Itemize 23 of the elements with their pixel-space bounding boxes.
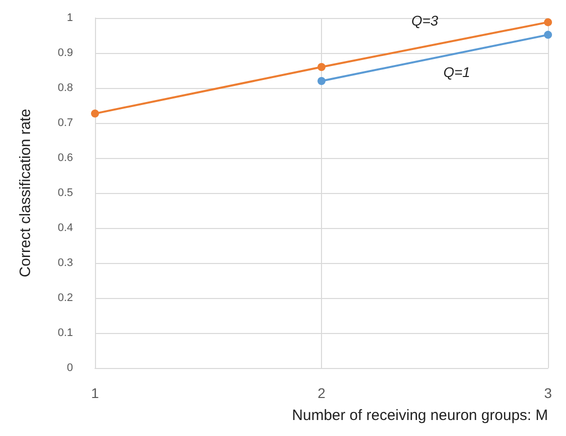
point	[91, 110, 99, 118]
x-tick-label: 1	[91, 385, 100, 401]
y-tick-label: 0.1	[58, 327, 73, 339]
y-tick-label: 1	[66, 12, 73, 24]
point	[318, 77, 326, 85]
y-tick-label: 0.3	[58, 257, 73, 269]
series-label: Q=1	[443, 64, 470, 80]
x-tick-label: 2	[318, 385, 326, 401]
y-tick-label: 0	[66, 362, 73, 374]
point	[318, 63, 326, 71]
x-tick-label: 3	[544, 385, 552, 401]
y-tick-label: 0.4	[58, 222, 73, 234]
series-label: Q=3	[411, 12, 438, 29]
y-tick-label: 0.2	[58, 292, 73, 304]
y-tick-label: 0.8	[58, 82, 73, 94]
y-tick-label: 0.5	[58, 187, 73, 199]
point	[544, 30, 552, 39]
y-tick-label: 0.9	[58, 47, 73, 59]
y-tick-label: 0.6	[58, 152, 73, 164]
point	[544, 18, 552, 26]
y-tick-label: 0.7	[58, 117, 73, 129]
y-axis-title: Correct classification rate	[17, 108, 34, 278]
x-axis-title: Number of receiving neuron groups: M	[292, 407, 548, 424]
